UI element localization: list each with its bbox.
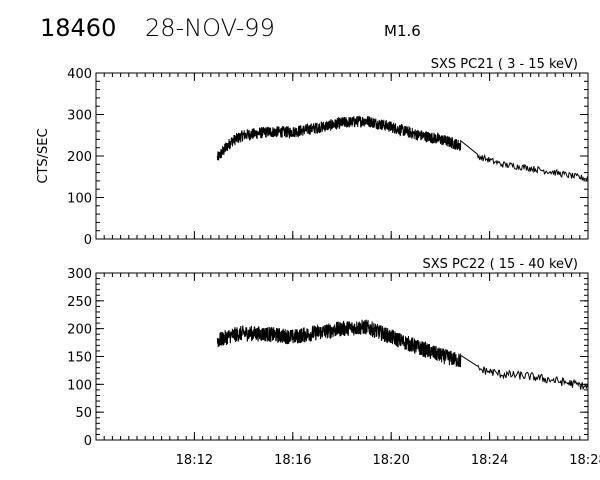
panel-title: SXS PC22 ( 15 - 40 keV) bbox=[422, 257, 578, 272]
y-tick-label: 100 bbox=[67, 378, 92, 393]
y-tick-label: 50 bbox=[75, 406, 92, 421]
x-tick-label: 18:20 bbox=[372, 453, 409, 468]
y-axis-label: CTS/SEC bbox=[36, 128, 51, 183]
series-line bbox=[216, 319, 589, 390]
event-date: 28-NOV-99 bbox=[145, 14, 275, 42]
event-id: 18460 bbox=[40, 14, 117, 42]
panel-title: SXS PC21 ( 3 - 15 keV) bbox=[431, 57, 578, 72]
y-tick-label: 0 bbox=[84, 434, 92, 449]
y-tick-label: 400 bbox=[67, 67, 92, 82]
y-tick-label: 150 bbox=[67, 351, 92, 366]
x-tick-label: 18:28 bbox=[569, 453, 600, 468]
plot-frame bbox=[95, 72, 589, 240]
y-tick-label: 300 bbox=[67, 267, 92, 282]
x-tick-label: 18:12 bbox=[176, 453, 213, 468]
y-tick-label: 250 bbox=[67, 295, 92, 310]
flare-class: M1.6 bbox=[384, 22, 421, 40]
plot-frame bbox=[95, 272, 589, 441]
y-tick-label: 100 bbox=[67, 192, 92, 207]
chart-panel-top: SXS PC21 ( 3 - 15 keV) 0 100 200 300 400 CTS/S… bbox=[36, 57, 589, 248]
x-tick-label: 18:24 bbox=[471, 453, 508, 468]
y-tick-label: 200 bbox=[67, 323, 92, 338]
series-line bbox=[216, 115, 589, 182]
y-tick-label: 0 bbox=[84, 233, 92, 248]
y-tick-label: 300 bbox=[67, 109, 92, 124]
chart-panel-bottom: SXS PC22 ( 15 - 40 keV) 0 50 100 150 200 250 30… bbox=[67, 257, 600, 468]
y-tick-label: 200 bbox=[67, 150, 92, 165]
x-tick-label: 18:16 bbox=[274, 453, 311, 468]
